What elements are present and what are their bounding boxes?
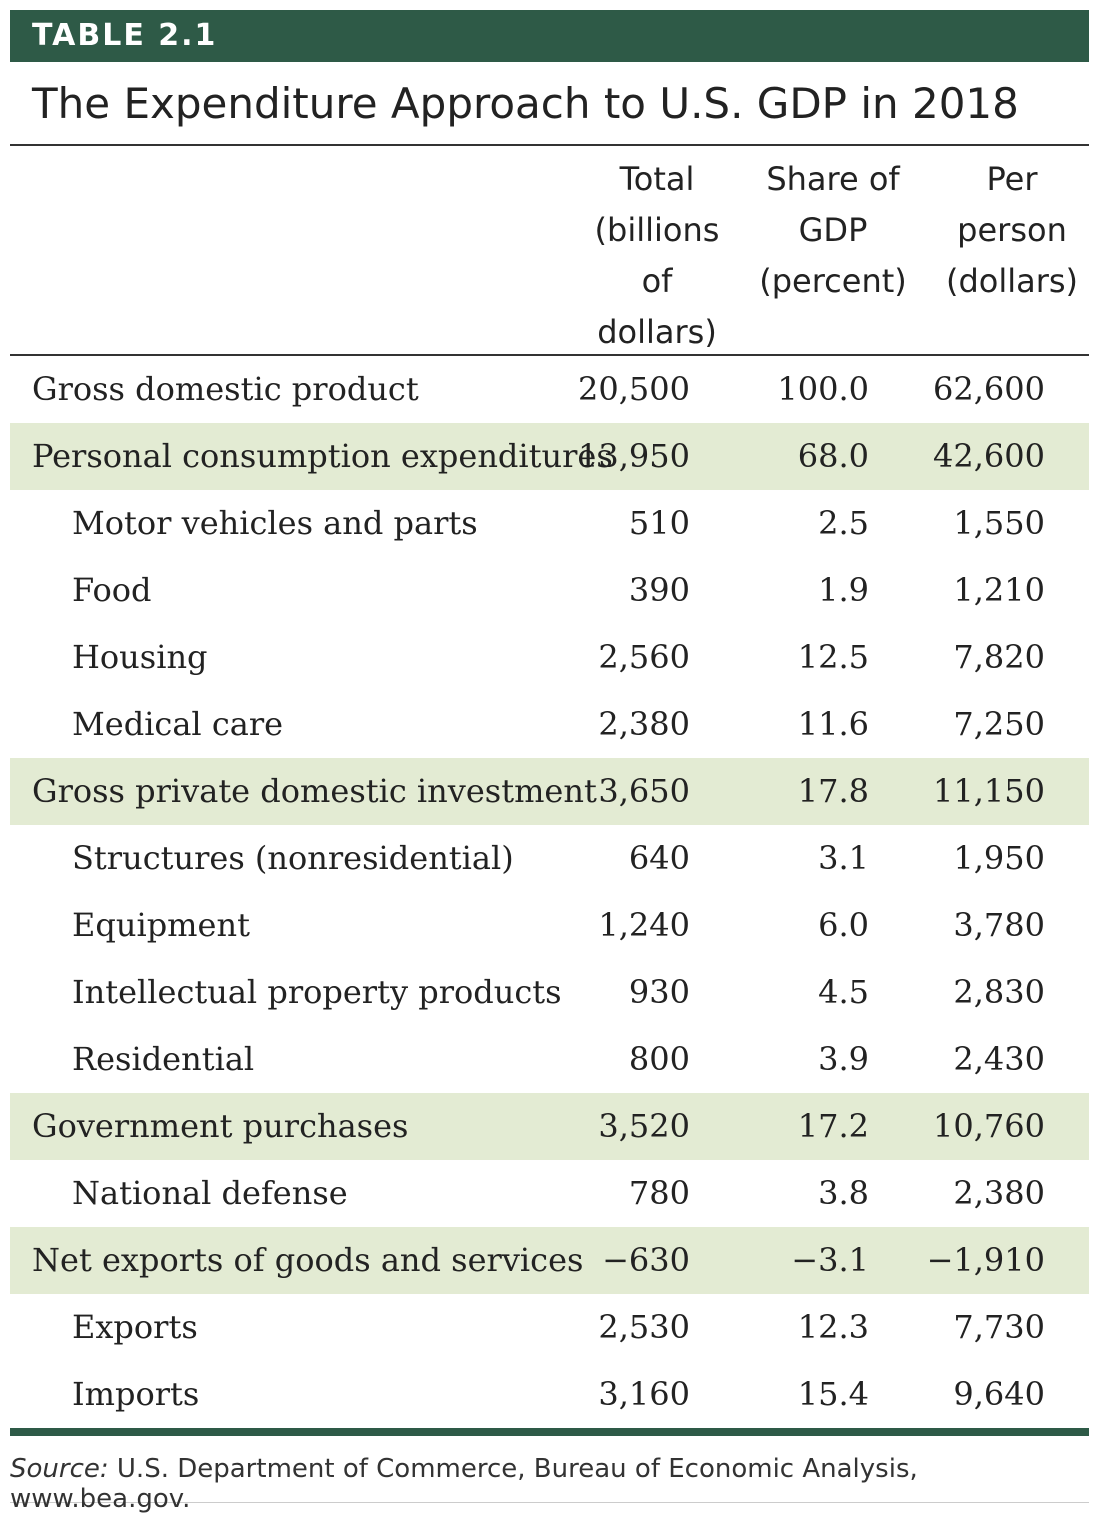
table-row: Equipment 1,240 6.0 3,780 [10, 892, 1089, 959]
row-label: Residential [72, 1040, 255, 1078]
table-row: Government purchases 3,520 17.2 10,760 [10, 1093, 1089, 1160]
cell-per-person: 2,830 [953, 973, 1045, 1011]
cell-share: 100.0 [777, 370, 869, 408]
table-row: National defense 780 3.8 2,380 [10, 1160, 1089, 1227]
cell-share: 12.3 [797, 1308, 869, 1346]
table-body: Gross domestic product 20,500 100.0 62,600 P… [10, 356, 1089, 1428]
row-label: Equipment [72, 906, 250, 944]
cell-per-person: 42,600 [933, 437, 1045, 475]
cell-per-person: 1,550 [953, 504, 1045, 542]
row-label: Net exports of goods and services [32, 1241, 584, 1279]
table-figure: TABLE 2.1 The Expenditure Approach to U.… [10, 10, 1089, 1514]
row-label: Housing [72, 638, 208, 676]
cell-total: 3,160 [598, 1375, 690, 1413]
cell-per-person: 7,250 [953, 705, 1045, 743]
row-label: Imports [72, 1375, 200, 1413]
table-row: Motor vehicles and parts 510 2.5 1,550 [10, 490, 1089, 557]
cell-share: −3.1 [791, 1241, 869, 1279]
cell-per-person: 3,780 [953, 906, 1045, 944]
source-note: Source: U.S. Department of Commerce, Bur… [10, 1436, 1089, 1514]
cell-per-person: 1,950 [953, 839, 1045, 877]
table-row: Exports 2,530 12.3 7,730 [10, 1294, 1089, 1361]
row-label: Gross domestic product [32, 370, 419, 408]
source-label: Source: [10, 1454, 109, 1484]
cell-share: 3.1 [818, 839, 869, 877]
cell-total: 3,650 [598, 772, 690, 810]
table-row: Intellectual property products 930 4.5 2,83… [10, 959, 1089, 1026]
cell-total: 2,560 [598, 638, 690, 676]
table-row: Personal consumption expenditures 13,950 6… [10, 423, 1089, 490]
cell-per-person: 62,600 [933, 370, 1045, 408]
table-row: Residential 800 3.9 2,430 [10, 1026, 1089, 1093]
table-row: Housing 2,560 12.5 7,820 [10, 624, 1089, 691]
row-label: Medical care [72, 705, 284, 743]
column-header-total: Total (billions of dollars) [594, 160, 720, 351]
cell-total: 930 [628, 973, 690, 1011]
cell-total: 780 [628, 1174, 690, 1212]
row-label: Intellectual property products [72, 973, 562, 1011]
cell-total: 510 [628, 504, 690, 542]
cell-total: 13,950 [578, 437, 690, 475]
table-row: Food 390 1.9 1,210 [10, 557, 1089, 624]
cell-share: 2.5 [818, 504, 869, 542]
cell-share: 17.8 [797, 772, 869, 810]
column-header-per-person: Per person (dollars) [945, 160, 1079, 300]
cell-share: 11.6 [797, 705, 869, 743]
cell-share: 12.5 [797, 638, 869, 676]
table-row: Gross domestic product 20,500 100.0 62,600 [10, 356, 1089, 423]
cell-per-person: 2,430 [953, 1040, 1045, 1078]
cell-per-person: 11,150 [933, 772, 1045, 810]
table-row: Structures (nonresidential) 640 3.1 1,950 [10, 825, 1089, 892]
cell-share: 1.9 [818, 571, 869, 609]
cell-total: 2,530 [598, 1308, 690, 1346]
row-label: Motor vehicles and parts [72, 504, 478, 542]
cell-share: 4.5 [818, 973, 869, 1011]
row-label: Exports [72, 1308, 198, 1346]
row-label: National defense [72, 1174, 348, 1212]
table-row: Net exports of goods and services −630 −3.… [10, 1227, 1089, 1294]
bottom-rule [10, 1428, 1089, 1436]
cell-total: −630 [602, 1241, 690, 1279]
table-row: Medical care 2,380 11.6 7,250 [10, 691, 1089, 758]
table-header: Total (billions of dollars) Share of GDP… [10, 146, 1089, 356]
cell-per-person: 1,210 [953, 571, 1045, 609]
cell-per-person: 2,380 [953, 1174, 1045, 1212]
cell-total: 800 [628, 1040, 690, 1078]
cell-total: 390 [628, 571, 690, 609]
table-title: The Expenditure Approach to U.S. GDP in … [10, 62, 1089, 146]
cell-per-person: 7,820 [953, 638, 1045, 676]
cell-share: 6.0 [818, 906, 869, 944]
cell-share: 17.2 [797, 1107, 869, 1145]
row-label: Personal consumption expenditures [32, 437, 613, 475]
row-label: Food [72, 571, 152, 609]
cell-per-person: −1,910 [926, 1241, 1045, 1279]
source-text: U.S. Department of Commerce, Bureau of E… [10, 1454, 918, 1514]
cell-total: 20,500 [578, 370, 690, 408]
cell-total: 3,520 [598, 1107, 690, 1145]
row-label: Government purchases [32, 1107, 409, 1145]
cell-total: 640 [628, 839, 690, 877]
cell-per-person: 7,730 [953, 1308, 1045, 1346]
row-label: Gross private domestic investment [32, 772, 597, 810]
cell-share: 68.0 [797, 437, 869, 475]
cell-total: 2,380 [598, 705, 690, 743]
cell-per-person: 10,760 [933, 1107, 1045, 1145]
cell-total: 1,240 [598, 906, 690, 944]
column-header-share: Share of GDP (percent) [759, 160, 907, 300]
cell-share: 3.8 [818, 1174, 869, 1212]
cell-per-person: 9,640 [953, 1375, 1045, 1413]
table-row: Gross private domestic investment 3,650 17… [10, 758, 1089, 825]
table-row: Imports 3,160 15.4 9,640 [10, 1361, 1089, 1428]
table-label: TABLE 2.1 [10, 10, 1089, 62]
cell-share: 15.4 [797, 1375, 869, 1413]
row-label: Structures (nonresidential) [72, 839, 514, 877]
cell-share: 3.9 [818, 1040, 869, 1078]
